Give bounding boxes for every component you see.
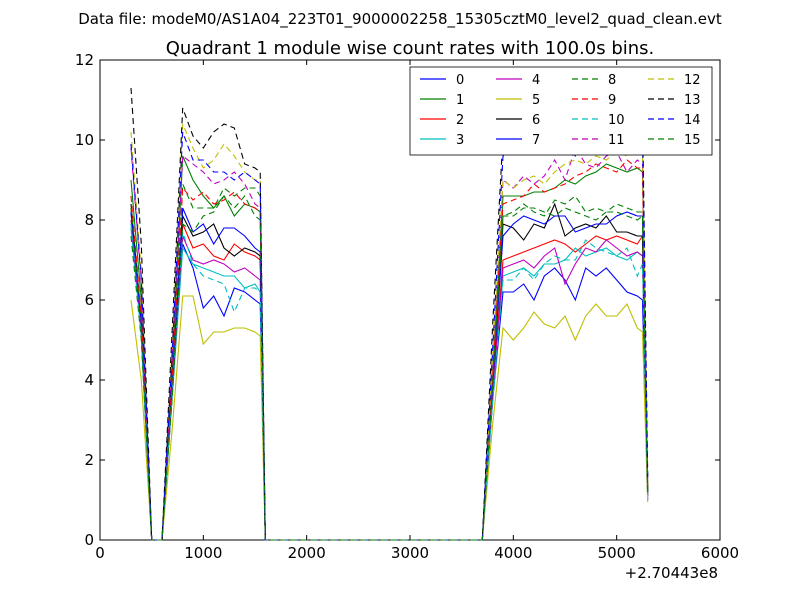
- legend-label-5: 5: [532, 93, 540, 108]
- series-line-9: [130, 159, 649, 541]
- y-tick-label: 4: [84, 371, 94, 389]
- y-tick-label: 10: [75, 131, 94, 149]
- series-line-10: [130, 223, 649, 541]
- series-line-8: [130, 183, 649, 541]
- legend-label-0: 0: [456, 73, 464, 88]
- series-line-12: [130, 123, 649, 541]
- series-line-0: [130, 211, 649, 541]
- series-line-5: [130, 295, 649, 541]
- series-line-7: [130, 207, 649, 541]
- legend-label-12: 12: [684, 73, 701, 88]
- legend-label-14: 14: [684, 113, 701, 128]
- y-tick-label: 0: [84, 531, 94, 549]
- y-tick-label: 8: [84, 211, 94, 229]
- x-tick-label: 0: [95, 544, 105, 562]
- legend-label-9: 9: [608, 93, 616, 108]
- series-layer: [130, 87, 649, 541]
- legend-label-11: 11: [608, 133, 625, 148]
- x-tick-label: 3000: [391, 544, 429, 562]
- legend-label-4: 4: [532, 73, 540, 88]
- series-line-15: [130, 195, 649, 541]
- y-tick-label: 12: [75, 51, 94, 69]
- series-line-2: [130, 207, 649, 541]
- legend-frame: [409, 66, 713, 156]
- y-tick-label: 6: [84, 291, 94, 309]
- legend-label-13: 13: [684, 93, 701, 108]
- x-tick-label: 6000: [701, 544, 739, 562]
- legend-label-6: 6: [532, 113, 540, 128]
- series-line-13: [130, 87, 649, 541]
- legend-label-3: 3: [456, 133, 464, 148]
- series-line-1: [130, 155, 649, 541]
- series-line-14: [130, 119, 649, 541]
- x-axis-offset-label: +2.70443e8: [625, 564, 718, 582]
- data-file-suptitle: Data file: modeM0/AS1A04_223T01_90000022…: [78, 10, 722, 29]
- x-tick-label: 1000: [184, 544, 222, 562]
- series-line-4: [130, 219, 649, 541]
- x-tick-label: 2000: [288, 544, 326, 562]
- legend-label-2: 2: [456, 113, 464, 128]
- legend-label-15: 15: [684, 133, 701, 148]
- x-tick-label: 4000: [494, 544, 532, 562]
- legend-label-10: 10: [608, 113, 625, 128]
- x-tick-label: 5000: [598, 544, 636, 562]
- series-line-11: [130, 146, 649, 541]
- chart-title: Quadrant 1 module wise count rates with …: [166, 38, 655, 59]
- y-tick-label: 2: [84, 451, 94, 469]
- legend-label-8: 8: [608, 73, 616, 88]
- legend-label-7: 7: [532, 133, 540, 148]
- legend-label-1: 1: [456, 93, 464, 108]
